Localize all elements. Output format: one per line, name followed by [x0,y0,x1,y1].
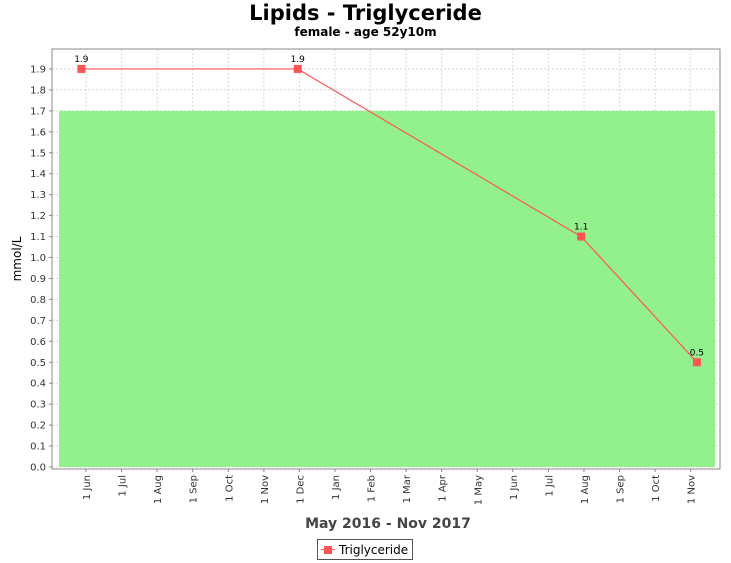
plot-area [51,48,721,470]
chart-subtitle: female - age 52y10m [294,25,437,39]
data-point-label: 1.1 [574,223,588,233]
x-axis-label: May 2016 - Nov 2017 [305,516,471,532]
y-tick-label: 0.6 [30,337,46,348]
x-tick-label: 1 Nov [260,475,271,504]
legend: Triglyceride [317,539,414,560]
y-tick-label: 1.6 [30,127,46,138]
data-point-label: 0.5 [690,348,704,358]
x-tick-label: 1 Aug [580,475,591,504]
y-tick-label: 0.9 [30,274,46,285]
x-tick-label: 1 May [473,475,484,505]
x-tick-label: 1 Jul [544,475,555,497]
y-tick-label: 0.8 [30,295,46,306]
x-tick-label: 1 Apr [438,474,449,502]
y-tick-label: 1.8 [30,85,46,96]
x-tick-label: 1 Feb [367,475,378,502]
x-tick-label: 1 Aug [153,475,164,504]
x-tick-label: 1 Jun [509,475,520,500]
y-tick-label: 1.2 [30,211,46,222]
x-tick-label: 1 Oct [651,475,662,502]
y-axis-label: mmol/L [10,236,24,281]
y-tick-label: 0.1 [30,442,46,453]
x-tick-label: 1 Jul [118,475,129,497]
y-tick-label: 0.3 [30,400,46,411]
data-point-marker [577,232,586,241]
y-tick-label: 0.4 [30,379,46,390]
chart-title: Lipids - Triglyceride [249,1,482,25]
x-tick-label: 1 Nov [687,475,698,504]
y-tick-label: 1.1 [30,232,46,243]
series-line [81,68,698,363]
x-tick-label: 1 Oct [224,475,235,502]
x-tick-label: 1 Mar [402,474,413,503]
data-point-marker [293,64,302,73]
legend-series-label: Triglyceride [339,542,409,557]
x-tick-label: 1 Sep [616,475,627,503]
y-tick-label: 1.3 [30,190,46,201]
y-tick-label: 1.7 [30,106,46,117]
y-tick-label: 1.9 [30,64,46,75]
y-tick-label: 0.0 [30,463,46,474]
data-point-label: 1.9 [291,55,306,65]
y-tick-label: 0.7 [30,316,46,327]
x-tick-label: 1 Jun [82,475,93,500]
x-tick-label: 1 Jan [331,475,342,500]
x-tick-label: 1 Sep [189,475,200,503]
y-tick-label: 0.5 [30,358,46,369]
legend-series-swatch [321,545,335,555]
y-tick-label: 1.5 [30,148,46,159]
data-point-marker [77,64,86,73]
y-tick-label: 1.0 [30,253,46,264]
x-tick-label: 1 Dec [295,475,306,504]
y-tick-label: 1.4 [30,169,46,180]
y-tick-label: 0.2 [30,421,46,432]
data-point-label: 1.9 [74,55,89,65]
data-point-marker [692,358,701,367]
reference-range-band [59,110,715,467]
